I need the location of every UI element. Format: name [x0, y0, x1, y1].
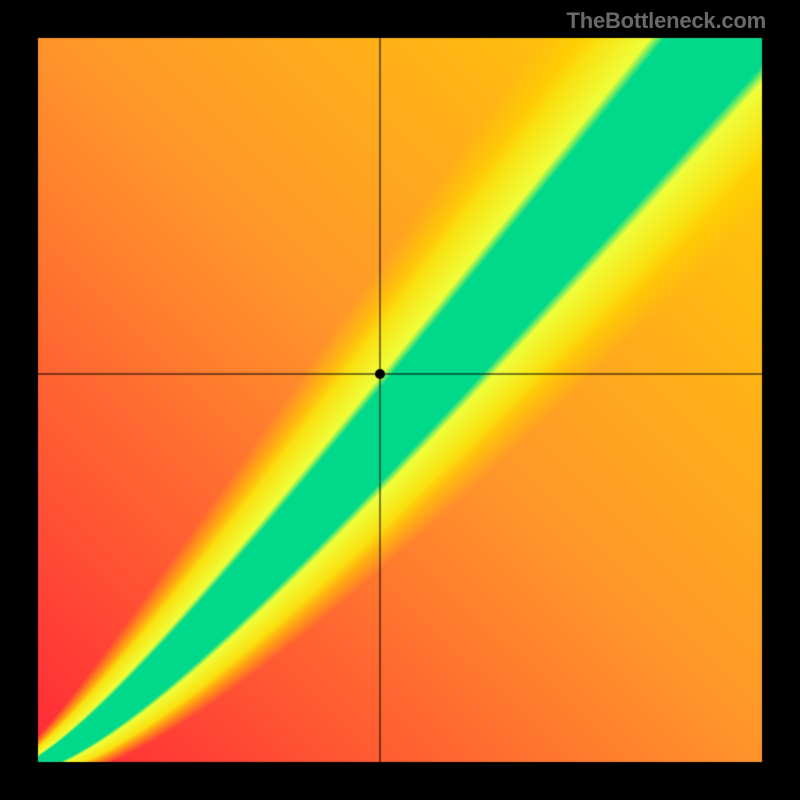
bottleneck-heatmap	[0, 0, 800, 800]
watermark-text: TheBottleneck.com	[566, 8, 766, 34]
